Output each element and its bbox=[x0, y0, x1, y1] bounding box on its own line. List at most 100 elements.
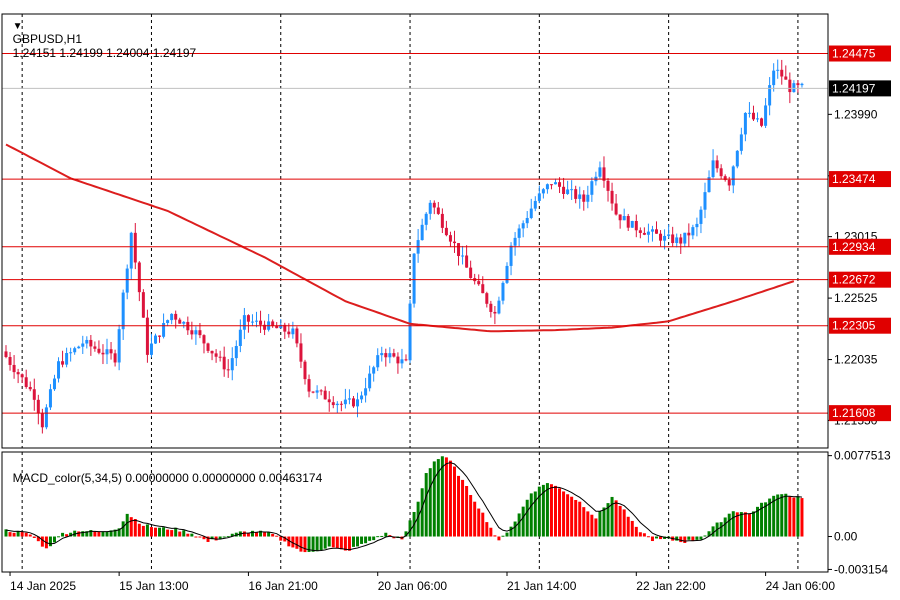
macd-bar bbox=[594, 518, 598, 537]
candle-body bbox=[275, 325, 279, 329]
macd-bar bbox=[36, 536, 40, 542]
candle-body bbox=[630, 220, 634, 228]
macd-bar bbox=[372, 536, 376, 541]
candle-body bbox=[351, 398, 355, 407]
macd-bar bbox=[356, 536, 360, 547]
candle-body bbox=[137, 262, 141, 293]
macd-bar bbox=[52, 536, 56, 543]
candle-body bbox=[125, 268, 129, 293]
macd-bar bbox=[513, 521, 517, 537]
candle-body bbox=[101, 352, 105, 355]
macd-bar bbox=[133, 519, 137, 537]
candle-body bbox=[780, 69, 784, 77]
macd-bar bbox=[12, 532, 16, 537]
candle-body bbox=[388, 353, 392, 358]
level-tag bbox=[829, 238, 891, 255]
candle-body bbox=[347, 398, 351, 400]
macd-bar bbox=[69, 532, 73, 537]
candle-body bbox=[533, 200, 537, 209]
candle-body bbox=[24, 377, 28, 388]
macd-bar bbox=[642, 533, 646, 537]
candle-body bbox=[36, 399, 40, 414]
macd-bar bbox=[505, 532, 509, 537]
grid-layer bbox=[21, 14, 799, 572]
candle-body bbox=[52, 378, 56, 390]
candle-body bbox=[218, 356, 222, 358]
candle-body bbox=[756, 118, 760, 120]
candle-body bbox=[190, 330, 194, 335]
candle-body bbox=[646, 231, 650, 235]
macd-bar bbox=[574, 499, 578, 537]
time-tick-label: 16 Jan 21:00 bbox=[248, 579, 318, 593]
candle-body bbox=[537, 193, 541, 201]
indicator-panel-frame bbox=[1, 451, 829, 573]
macd-bar bbox=[242, 531, 246, 537]
macd-bar bbox=[622, 509, 626, 537]
candle-body bbox=[481, 284, 485, 294]
candle-body bbox=[400, 359, 404, 364]
macd-bar bbox=[756, 506, 760, 537]
macd-bar bbox=[610, 496, 614, 537]
candle-body bbox=[93, 346, 97, 349]
macd-bar bbox=[368, 536, 372, 541]
macd-bar bbox=[93, 531, 97, 537]
candle-body bbox=[20, 374, 24, 378]
candle-body bbox=[343, 399, 347, 405]
macd-bar bbox=[162, 527, 166, 537]
candle-body bbox=[642, 232, 646, 235]
macd-bar bbox=[679, 536, 683, 543]
candle-body bbox=[57, 361, 61, 379]
macd-bar bbox=[727, 513, 731, 537]
macd-bar bbox=[408, 520, 412, 537]
macd-bar bbox=[259, 530, 263, 537]
macd-bar bbox=[255, 532, 259, 537]
level-tag-label: 1.23474 bbox=[832, 172, 876, 186]
indicator-label: MACD_color(5,34,5) 0.00000000 0.00000000… bbox=[12, 471, 323, 485]
macd-bar bbox=[469, 495, 473, 537]
macd-bar bbox=[214, 536, 218, 541]
candle-body bbox=[489, 303, 493, 312]
macd-bar bbox=[65, 534, 69, 537]
macd-bar bbox=[121, 521, 125, 537]
macd-bar bbox=[792, 497, 796, 537]
macd-bar bbox=[675, 536, 679, 541]
candle-body bbox=[149, 343, 153, 355]
macd-bar bbox=[553, 485, 557, 537]
candle-body bbox=[477, 281, 481, 285]
candle-body bbox=[667, 234, 671, 236]
candle-body bbox=[331, 402, 335, 406]
time-tick-label: 22 Jan 22:00 bbox=[636, 579, 706, 593]
candle-body bbox=[586, 194, 590, 202]
macd-bar bbox=[230, 533, 234, 537]
candle-body bbox=[182, 321, 186, 324]
macd-bar bbox=[271, 533, 275, 537]
candle-body bbox=[448, 235, 452, 242]
candle-body bbox=[440, 213, 444, 228]
macd-bar bbox=[436, 459, 440, 537]
candle-body bbox=[517, 228, 521, 238]
macd-bar bbox=[210, 536, 214, 540]
macd-bar bbox=[525, 499, 529, 537]
ohlc-values: 1.24151 1.24199 1.24004 1.24197 bbox=[12, 46, 197, 60]
macd-bar bbox=[246, 533, 250, 537]
candle-body bbox=[461, 255, 465, 257]
candle-body bbox=[638, 230, 642, 233]
macd-bar bbox=[40, 536, 44, 547]
candle-body bbox=[299, 343, 303, 362]
candle-body bbox=[768, 85, 772, 106]
candle-body bbox=[432, 202, 436, 208]
macd-bar bbox=[57, 536, 61, 538]
macd-bar bbox=[655, 536, 659, 539]
macd-bar bbox=[606, 503, 610, 537]
macd-bar bbox=[174, 527, 178, 537]
symbol-timeframe: GBPUSD,H1 bbox=[12, 32, 83, 46]
candle-body bbox=[97, 348, 101, 353]
macd-bar bbox=[299, 536, 303, 552]
candle-body bbox=[271, 321, 275, 326]
candle-body bbox=[751, 112, 755, 120]
macd-bar bbox=[343, 536, 347, 551]
candle-body bbox=[610, 190, 614, 204]
dropdown-triangle-icon[interactable]: ▼ bbox=[12, 21, 23, 32]
candle-body bbox=[634, 220, 638, 231]
macd-bar bbox=[590, 514, 594, 537]
